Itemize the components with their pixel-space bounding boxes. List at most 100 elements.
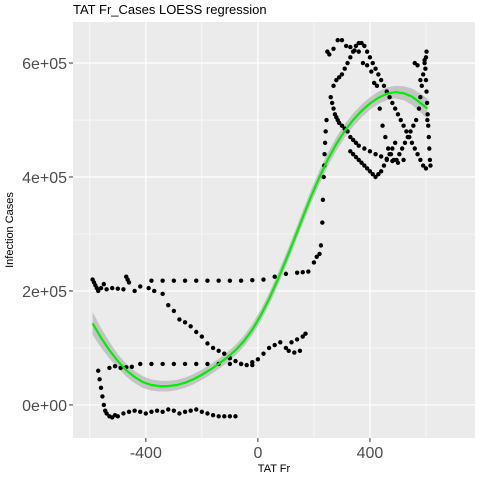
data-point: [324, 117, 329, 123]
data-point: [367, 149, 373, 154]
data-point: [272, 342, 277, 348]
data-point: [412, 146, 417, 151]
data-point: [115, 286, 121, 291]
data-point: [415, 63, 420, 68]
data-point: [402, 140, 408, 146]
data-point: [427, 146, 432, 151]
data-point: [121, 287, 126, 292]
data-point: [392, 106, 398, 111]
x-tick-label: 0: [253, 445, 262, 462]
data-point: [166, 407, 171, 412]
data-point: [250, 277, 255, 283]
data-point: [210, 413, 216, 418]
data-point: [419, 83, 424, 89]
data-point: [194, 278, 199, 283]
data-point: [420, 163, 426, 168]
data-point: [233, 358, 238, 364]
data-point: [376, 72, 381, 77]
data-point: [339, 38, 345, 43]
data-point: [331, 106, 336, 111]
data-point: [424, 100, 430, 106]
data-point: [97, 377, 102, 382]
data-point: [348, 134, 353, 140]
data-point: [329, 100, 335, 106]
data-point: [216, 414, 221, 419]
data-point: [426, 134, 431, 140]
data-point: [423, 66, 428, 71]
data-point: [306, 269, 311, 274]
data-point: [294, 337, 300, 342]
data-point: [182, 320, 188, 325]
data-point: [369, 69, 374, 74]
data-point: [289, 340, 294, 345]
data-point: [227, 414, 233, 419]
data-point: [154, 408, 160, 413]
data-point: [374, 83, 380, 89]
data-point: [390, 100, 395, 106]
data-point: [425, 112, 430, 117]
y-axis-ticks: 0e+00 2e+05 4e+05 6e+05: [22, 56, 73, 415]
data-point: [149, 409, 154, 414]
data-point: [143, 411, 149, 416]
data-point: [317, 251, 322, 257]
data-point: [362, 163, 367, 168]
x-axis-label: TAT Fr: [258, 463, 291, 475]
data-point: [255, 357, 261, 362]
data-point: [371, 80, 377, 86]
data-point: [266, 345, 272, 351]
y-tick-label: 4e+05: [22, 170, 67, 187]
data-point: [359, 40, 364, 46]
data-point: [373, 174, 378, 180]
data-point: [336, 75, 342, 80]
data-point: [323, 129, 328, 134]
scatter-points-layer: [90, 38, 433, 420]
data-point: [370, 171, 375, 177]
data-point: [160, 361, 165, 367]
data-point: [353, 140, 359, 146]
data-point: [322, 152, 327, 157]
data-point: [339, 72, 345, 77]
data-point: [423, 77, 429, 83]
data-point: [194, 361, 199, 367]
data-point: [171, 408, 177, 413]
data-point: [286, 348, 291, 354]
data-point: [342, 66, 347, 71]
data-point: [381, 83, 387, 89]
data-point: [238, 278, 244, 283]
data-point: [364, 49, 370, 54]
data-point: [376, 171, 381, 177]
data-point: [303, 331, 308, 336]
data-point: [420, 72, 426, 77]
data-point: [418, 77, 423, 83]
data-point: [188, 408, 193, 413]
x-axis-ticks: -400 0 400: [130, 438, 383, 462]
data-point: [406, 134, 412, 140]
data-point: [222, 351, 227, 356]
data-point: [244, 362, 249, 368]
data-point: [343, 43, 349, 49]
data-point: [233, 414, 238, 419]
data-point: [104, 287, 109, 292]
data-point: [362, 43, 367, 49]
y-axis-label: Infection Cases: [4, 192, 16, 268]
data-point: [182, 278, 188, 283]
data-point: [292, 350, 297, 355]
data-point: [377, 106, 382, 111]
data-point: [397, 152, 402, 157]
data-point: [411, 123, 416, 128]
y-tick-label: 2e+05: [22, 284, 67, 301]
data-point: [101, 402, 107, 408]
data-point: [362, 146, 367, 151]
data-point: [384, 157, 389, 163]
data-point: [171, 308, 177, 314]
data-point: [426, 123, 431, 128]
data-point: [104, 411, 109, 416]
data-point: [416, 106, 422, 111]
data-point: [149, 278, 154, 283]
data-point: [205, 278, 210, 283]
data-point: [339, 123, 345, 128]
data-point: [327, 52, 332, 57]
data-point: [107, 365, 112, 371]
data-point: [132, 288, 137, 294]
data-point: [380, 123, 385, 128]
